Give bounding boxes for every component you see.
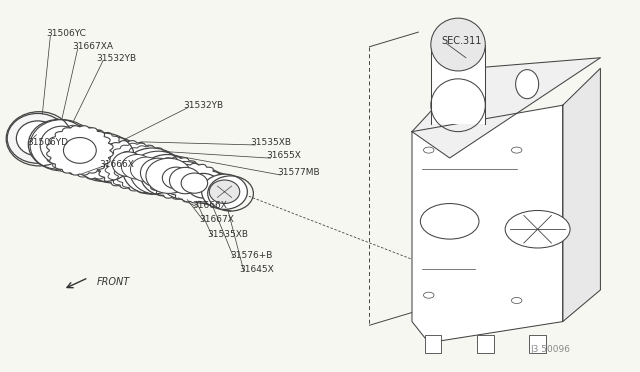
- Text: 31506YD: 31506YD: [27, 138, 68, 147]
- Text: 31655X: 31655X: [266, 151, 301, 160]
- PathPatch shape: [44, 125, 109, 174]
- Text: 31535XB: 31535XB: [207, 230, 248, 239]
- Ellipse shape: [181, 173, 207, 193]
- Ellipse shape: [131, 151, 186, 195]
- Polygon shape: [563, 68, 600, 321]
- Text: 31532YB: 31532YB: [184, 101, 224, 110]
- PathPatch shape: [96, 141, 160, 188]
- PathPatch shape: [167, 163, 222, 203]
- Ellipse shape: [131, 157, 162, 182]
- Ellipse shape: [37, 123, 99, 171]
- Ellipse shape: [140, 158, 176, 187]
- Ellipse shape: [188, 173, 220, 198]
- Ellipse shape: [47, 130, 89, 164]
- Ellipse shape: [146, 158, 191, 193]
- Text: 31666X: 31666X: [192, 201, 227, 209]
- Text: 31532YB: 31532YB: [97, 54, 137, 63]
- Polygon shape: [412, 58, 600, 158]
- Ellipse shape: [170, 167, 201, 194]
- Ellipse shape: [163, 167, 190, 189]
- Polygon shape: [36, 113, 60, 169]
- Ellipse shape: [113, 152, 144, 176]
- Text: SEC.311: SEC.311: [442, 36, 482, 46]
- Polygon shape: [412, 105, 563, 343]
- Ellipse shape: [431, 18, 485, 71]
- Ellipse shape: [70, 140, 102, 165]
- Ellipse shape: [202, 174, 247, 209]
- Polygon shape: [424, 335, 442, 353]
- Polygon shape: [111, 137, 154, 194]
- PathPatch shape: [148, 157, 205, 199]
- Text: 31535XB: 31535XB: [250, 138, 291, 147]
- PathPatch shape: [47, 126, 113, 175]
- Text: 31645X: 31645X: [239, 265, 273, 274]
- Ellipse shape: [30, 120, 93, 171]
- Ellipse shape: [63, 138, 96, 163]
- Polygon shape: [202, 168, 232, 211]
- Text: 31667XA: 31667XA: [72, 42, 113, 51]
- Polygon shape: [67, 123, 106, 182]
- Ellipse shape: [93, 144, 134, 176]
- Polygon shape: [477, 335, 493, 353]
- Ellipse shape: [161, 161, 210, 200]
- Ellipse shape: [420, 203, 479, 239]
- Text: J3 50096: J3 50096: [531, 344, 571, 353]
- Ellipse shape: [122, 154, 153, 179]
- Polygon shape: [529, 335, 546, 353]
- Ellipse shape: [209, 180, 240, 203]
- PathPatch shape: [62, 131, 127, 179]
- PathPatch shape: [53, 128, 118, 176]
- Ellipse shape: [17, 121, 59, 156]
- Text: 31666X: 31666X: [99, 160, 134, 169]
- Ellipse shape: [61, 137, 93, 162]
- Polygon shape: [431, 45, 485, 124]
- Text: FRONT: FRONT: [97, 277, 130, 287]
- PathPatch shape: [105, 143, 169, 190]
- Ellipse shape: [516, 70, 539, 99]
- Ellipse shape: [40, 126, 83, 164]
- Text: 31576+B: 31576+B: [230, 251, 272, 260]
- Ellipse shape: [505, 211, 570, 248]
- Ellipse shape: [7, 113, 68, 163]
- PathPatch shape: [114, 146, 178, 193]
- Text: 31667X: 31667X: [200, 215, 234, 224]
- Ellipse shape: [180, 168, 227, 203]
- Ellipse shape: [79, 142, 111, 167]
- Text: 31577MB: 31577MB: [277, 168, 319, 177]
- Ellipse shape: [84, 137, 142, 183]
- Ellipse shape: [141, 154, 194, 196]
- Text: 31506YC: 31506YC: [46, 29, 86, 38]
